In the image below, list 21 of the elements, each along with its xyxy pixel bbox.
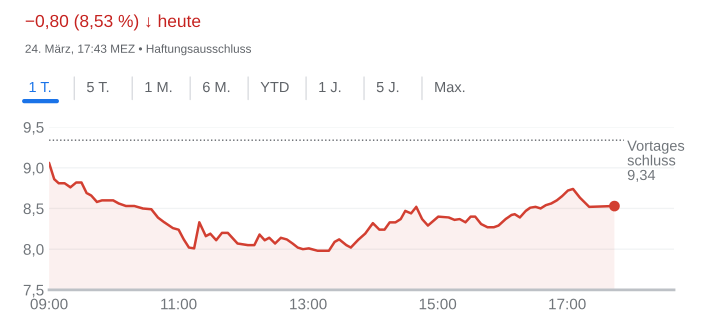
y-tick-label: 9,0: [24, 162, 44, 176]
text: YTD: [260, 82, 289, 92]
text: 5 T.: [86, 82, 108, 92]
y-tick-label: 9,5: [24, 122, 44, 135]
x-tick-label: 09:00: [30, 298, 68, 310]
y-tick-label: 8,0: [24, 244, 44, 257]
text: 5 J.: [376, 82, 398, 92]
text: 1 M.: [145, 82, 172, 92]
text: 24. März, 17:43 MEZ • Haftungsausschluss: [25, 44, 252, 56]
text: 1 J.: [319, 82, 340, 92]
x-tick-label: 13:00: [290, 298, 327, 310]
ref-line-label: Vortages schluss 9,34: [627, 140, 684, 182]
chart-subtitle: −0,80 (8,53 %) ↓ heute: [26, 14, 200, 31]
x-tick-label: 17:00: [549, 298, 586, 310]
text: 1 T.: [30, 82, 50, 92]
y-tick-label: 8,5: [24, 203, 44, 216]
text: Max.: [435, 82, 464, 92]
x-tick-label: 15:00: [420, 298, 456, 310]
x-tick-label: 11:00: [161, 298, 197, 310]
text: 6 M.: [203, 82, 230, 92]
y-tick-label: 7,5: [24, 284, 44, 298]
